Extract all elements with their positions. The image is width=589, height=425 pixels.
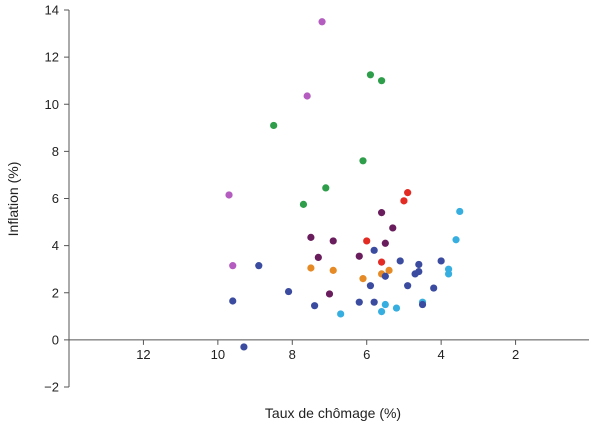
data-point bbox=[240, 343, 248, 351]
data-point bbox=[370, 298, 378, 306]
data-point bbox=[385, 266, 393, 274]
data-point bbox=[225, 191, 233, 199]
data-point bbox=[452, 236, 460, 244]
x-tick-label: 6 bbox=[363, 347, 370, 362]
data-point bbox=[370, 246, 378, 254]
y-axis-title: Inflation (%) bbox=[5, 162, 21, 237]
y-tick-label: 8 bbox=[52, 144, 59, 159]
data-point bbox=[404, 282, 412, 290]
axis-titles: Inflation (%) Taux de chômage (%) bbox=[5, 162, 401, 421]
data-point bbox=[378, 77, 386, 85]
y-tick-label: 0 bbox=[52, 332, 59, 347]
data-point bbox=[363, 237, 371, 245]
data-point bbox=[400, 197, 408, 205]
data-point bbox=[355, 298, 363, 306]
data-point bbox=[366, 71, 375, 79]
data-point bbox=[322, 184, 330, 192]
y-tick-label: −2 bbox=[44, 380, 59, 395]
data-point bbox=[359, 275, 367, 283]
data-point bbox=[404, 189, 412, 197]
data-point bbox=[284, 287, 293, 296]
data-point bbox=[359, 157, 367, 165]
data-point bbox=[311, 302, 319, 310]
data-point bbox=[255, 262, 263, 270]
data-point bbox=[229, 297, 237, 305]
data-point bbox=[366, 282, 375, 290]
data-point bbox=[307, 264, 315, 272]
axes: −2 0 2 4 6 8 10 12 14 12 10 8 6 4 2 bbox=[44, 3, 589, 395]
data-point bbox=[396, 257, 404, 265]
data-point bbox=[381, 239, 389, 247]
data-point bbox=[378, 209, 386, 217]
data-point bbox=[299, 200, 308, 208]
data-point bbox=[314, 253, 322, 262]
y-tick-label: 10 bbox=[45, 97, 59, 112]
data-point bbox=[270, 121, 278, 130]
x-axis-title: Taux de chômage (%) bbox=[265, 405, 401, 421]
data-point bbox=[325, 290, 334, 298]
data-point bbox=[329, 266, 337, 274]
data-point bbox=[329, 237, 337, 245]
x-tick-label: 8 bbox=[289, 347, 296, 362]
x-tick-label: 10 bbox=[211, 347, 225, 362]
data-point bbox=[318, 18, 326, 26]
data-point bbox=[337, 310, 345, 318]
data-point bbox=[437, 257, 445, 265]
data-point bbox=[229, 262, 237, 270]
data-point bbox=[415, 267, 423, 276]
data-point bbox=[381, 272, 389, 280]
data-point bbox=[389, 224, 397, 232]
data-point bbox=[378, 308, 386, 316]
data-point bbox=[355, 252, 363, 260]
data-point bbox=[392, 304, 401, 312]
y-tick-label: 12 bbox=[45, 50, 59, 65]
data-point bbox=[418, 300, 427, 309]
data-point bbox=[378, 258, 386, 266]
data-point bbox=[430, 284, 438, 292]
y-tick-label: 6 bbox=[52, 191, 59, 206]
data-point bbox=[456, 207, 464, 216]
data-point bbox=[415, 260, 423, 269]
y-tick-label: 4 bbox=[52, 238, 59, 253]
data-points bbox=[225, 18, 464, 351]
data-point bbox=[381, 300, 389, 309]
x-tick-label: 12 bbox=[136, 347, 150, 362]
y-tick-label: 14 bbox=[45, 3, 59, 18]
data-point bbox=[307, 233, 315, 241]
y-tick-label: 2 bbox=[52, 285, 59, 300]
x-tick-label: 2 bbox=[512, 347, 519, 362]
data-point bbox=[303, 92, 311, 100]
x-tick-label: 4 bbox=[438, 347, 445, 362]
data-point bbox=[444, 270, 453, 278]
